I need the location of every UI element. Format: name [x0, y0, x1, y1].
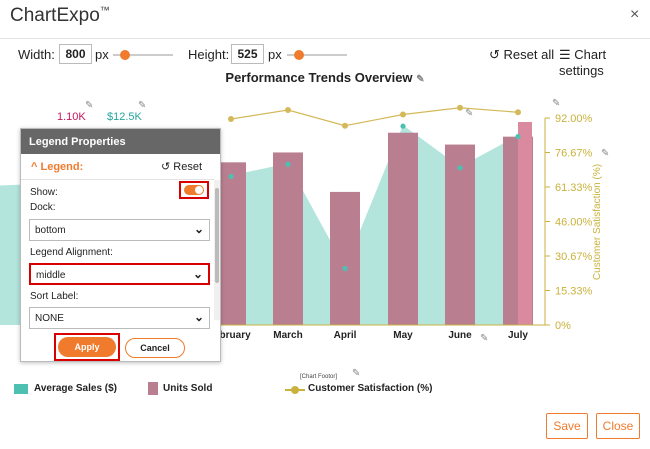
app-title: ChartExpo™: [10, 5, 110, 26]
scroll-thumb[interactable]: [215, 188, 219, 283]
reset-all-button[interactable]: ↺ Reset all: [489, 47, 555, 62]
satisfaction-point-4: [457, 104, 463, 111]
width-slider[interactable]: [113, 50, 173, 60]
size-toolbar: Width: 800 px Height: 525 px ↺ Reset all…: [0, 44, 650, 78]
right-tick-label-2: 61.33%: [555, 182, 593, 194]
x-tick-label-4: June: [448, 330, 472, 341]
x-tick-label-3: May: [393, 330, 413, 341]
chevron-up-icon: ^: [31, 161, 38, 173]
units-bar-february: [216, 162, 246, 325]
undo-icon: ↺: [489, 47, 500, 62]
chevron-down-icon: ⌄: [193, 222, 204, 236]
chart-title[interactable]: Performance Trends Overview ✎: [225, 70, 425, 85]
x-tick-label-1: March: [273, 330, 302, 341]
toggle-knob: [195, 186, 203, 194]
legend-item-satisfaction[interactable]: Customer Satisfaction (%): [308, 383, 433, 394]
height-label: Height:: [188, 47, 230, 62]
pencil-icon[interactable]: ✎: [352, 368, 360, 379]
pencil-icon[interactable]: ✎: [601, 148, 609, 159]
height-input[interactable]: 525: [231, 44, 264, 64]
dock-select[interactable]: bottom ⌄: [29, 219, 210, 241]
legend-section-header[interactable]: ^ Legend: ↺ Reset: [21, 154, 214, 180]
width-unit: px: [95, 47, 109, 62]
pencil-icon[interactable]: ✎: [552, 98, 560, 109]
height-unit: px: [268, 47, 282, 62]
sales-point-2: [342, 265, 348, 272]
satisfaction-point-5: [515, 109, 521, 116]
chevron-down-icon: ⌄: [192, 267, 203, 281]
chart-footer[interactable]: [Chart Footor]: [300, 374, 338, 380]
sliders-icon: ☰: [559, 47, 571, 62]
cancel-button[interactable]: Cancel: [125, 338, 185, 358]
sales-point-4: [457, 165, 463, 171]
legend-swatch-area: [14, 384, 28, 394]
show-label: Show:: [30, 187, 58, 198]
satisfaction-point-3: [400, 111, 406, 118]
legend-item-sales[interactable]: Average Sales ($): [34, 383, 118, 394]
sales-point-5: [515, 133, 521, 140]
pencil-icon[interactable]: ✎: [85, 100, 93, 111]
pencil-icon[interactable]: ✎: [416, 74, 425, 85]
x-tick-label-0: ebruary: [214, 330, 251, 341]
sort-label: Sort Label:: [30, 291, 79, 302]
satisfaction-point-1: [285, 107, 291, 113]
satisfaction-point-0: [228, 116, 234, 122]
units-bar-march: [273, 152, 303, 325]
header-divider: [0, 38, 650, 39]
satisfaction-line: [230, 107, 519, 127]
height-slider-thumb[interactable]: [294, 50, 304, 60]
pencil-icon[interactable]: ✎: [465, 108, 473, 119]
panel-title: Legend Properties: [21, 129, 220, 154]
legend-properties-panel: Legend Properties ^ Legend: ↺ Reset Show…: [20, 128, 221, 362]
toggle-track: [184, 185, 204, 195]
pencil-icon[interactable]: ✎: [138, 100, 146, 111]
right-tick-label-3: 46.00%: [555, 217, 593, 229]
sales-axis-label: $12.5K: [107, 111, 143, 123]
alignment-select[interactable]: middle ⌄: [29, 263, 210, 285]
right-axis-label: Customer Satisfaction (%): [592, 164, 603, 280]
pencil-icon[interactable]: ✎: [480, 333, 488, 344]
chart-settings-button[interactable]: ☰ Chart settings: [559, 47, 607, 78]
sales-point-0: [228, 173, 234, 180]
save-button[interactable]: Save: [546, 413, 588, 439]
x-tick-label-5: July: [508, 330, 528, 341]
right-tick-label-4: 30.67%: [555, 251, 593, 263]
close-button[interactable]: Close: [596, 413, 640, 439]
width-slider-thumb[interactable]: [120, 50, 130, 60]
close-icon[interactable]: ×: [630, 6, 640, 23]
sort-select[interactable]: NONE ⌄: [29, 307, 210, 329]
units-bar-may: [388, 132, 418, 325]
right-tick-label-0: 92.00%: [555, 113, 593, 125]
units-bar-june: [445, 144, 475, 325]
legend-section-label: ^ Legend:: [31, 161, 84, 173]
alignment-label: Legend Alignment:: [30, 247, 113, 258]
dock-label: Dock:: [30, 202, 56, 213]
chevron-down-icon: ⌄: [193, 310, 204, 324]
right-tick-label-6: 0%: [555, 320, 571, 332]
apply-highlight: Apply: [54, 333, 120, 361]
width-input[interactable]: 800: [59, 44, 92, 64]
right-tick-label-1: 76.67%: [555, 148, 593, 160]
panel-reset-button[interactable]: ↺ Reset: [161, 161, 203, 173]
height-slider[interactable]: [287, 50, 347, 60]
chart-legend: Average Sales ($) Units Sold Customer Sa…: [0, 376, 650, 400]
units-bar-highlight: [518, 122, 532, 325]
legend-swatch-bar: [148, 382, 158, 395]
legend-swatch-dot: [291, 386, 299, 394]
units-bar-april: [330, 191, 360, 325]
show-toggle[interactable]: [179, 181, 209, 199]
sales-point-1: [285, 161, 291, 167]
panel-scrollbar[interactable]: [214, 180, 220, 320]
apply-button[interactable]: Apply: [58, 337, 116, 357]
legend-item-units[interactable]: Units Sold: [163, 383, 213, 394]
x-tick-label-2: April: [334, 330, 357, 341]
satisfaction-point-2: [342, 122, 348, 129]
undo-icon: ↺: [161, 161, 171, 173]
legend-swatches: [14, 382, 305, 395]
right-tick-label-5: 15.33%: [555, 286, 593, 298]
units-axis-label: 1.10K: [57, 111, 86, 123]
width-label: Width:: [18, 47, 55, 62]
sales-point-3: [400, 123, 406, 129]
